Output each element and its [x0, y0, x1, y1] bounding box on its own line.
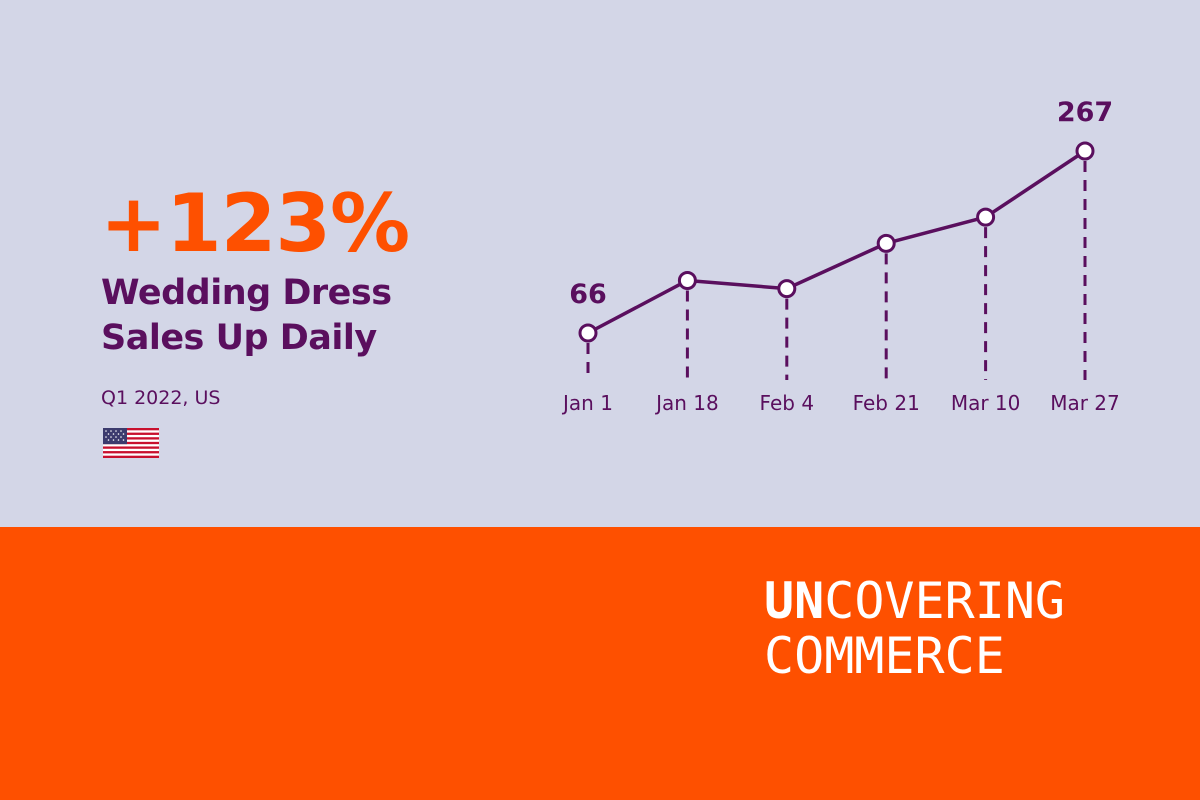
x-tick-label-2: Feb 4 [760, 391, 815, 415]
x-tick-label-0: Jan 1 [561, 391, 613, 415]
x-tick-label-3: Feb 21 [853, 391, 920, 415]
x-tick-label-5: Mar 27 [1050, 391, 1120, 415]
top-panel [0, 0, 1200, 527]
headline-percentage: +123% [100, 177, 410, 270]
brand-line-2: COMMERCE [764, 627, 1005, 685]
data-point-0 [578, 323, 598, 343]
subtitle-line-1: Wedding Dress [101, 273, 392, 313]
series-line [587, 149, 1086, 335]
brand-line-1-rest: COVERING [824, 572, 1066, 630]
bottom-panel [0, 527, 1200, 800]
brand-logo: UNCOVERING COMMERCE [764, 574, 1144, 684]
headline-subtitle: Wedding Dress Sales Up Daily [101, 271, 441, 361]
brand-line-1-bold: UN [764, 572, 825, 630]
data-label-5: 267 [1057, 97, 1113, 128]
us-flag-icon [103, 428, 159, 458]
brand-line-1: UNCOVERING [764, 574, 1144, 629]
data-point-1 [677, 270, 697, 290]
data-point-2 [777, 279, 797, 299]
subtitle-line-2: Sales Up Daily [101, 318, 377, 358]
data-point-4 [976, 207, 996, 227]
data-label-0: 66 [569, 279, 607, 310]
period-label: Q1 2022, US [101, 387, 221, 409]
x-tick-label-1: Jan 18 [654, 391, 719, 415]
sales-line-chart: Jan 1 Jan 18 Feb 4 Feb 21 Mar 10 Mar 27 66 267 [561, 97, 1120, 415]
x-tick-label-4: Mar 10 [951, 391, 1021, 415]
data-point-5 [1075, 141, 1095, 161]
data-point-3 [876, 233, 896, 253]
